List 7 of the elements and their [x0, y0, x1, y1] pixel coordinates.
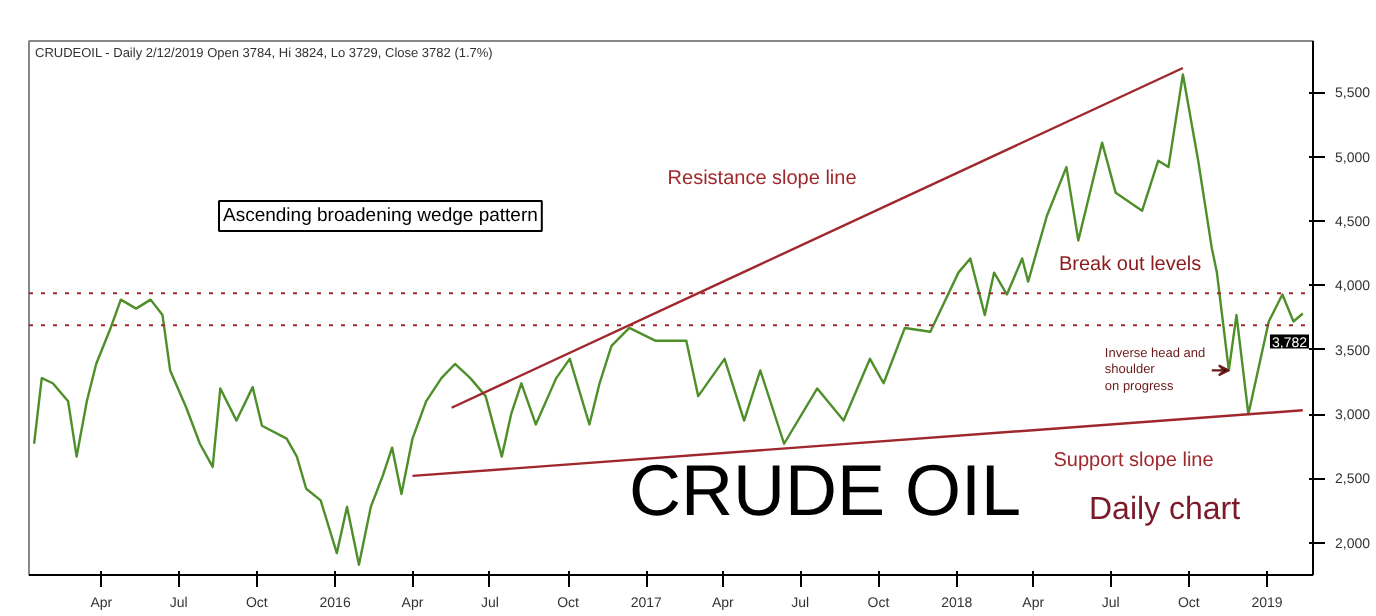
series-label: Support slope line	[1053, 449, 1215, 472]
text: CRUDE OIL	[629, 449, 1022, 531]
annotation: Ascending broadening wedge pattern	[223, 205, 538, 227]
annotation: Break out levels	[1059, 254, 1202, 276]
line-series	[32, 73, 1304, 566]
text: Daily chart	[1089, 493, 1242, 527]
series-label: Resistance slope line	[667, 167, 858, 190]
